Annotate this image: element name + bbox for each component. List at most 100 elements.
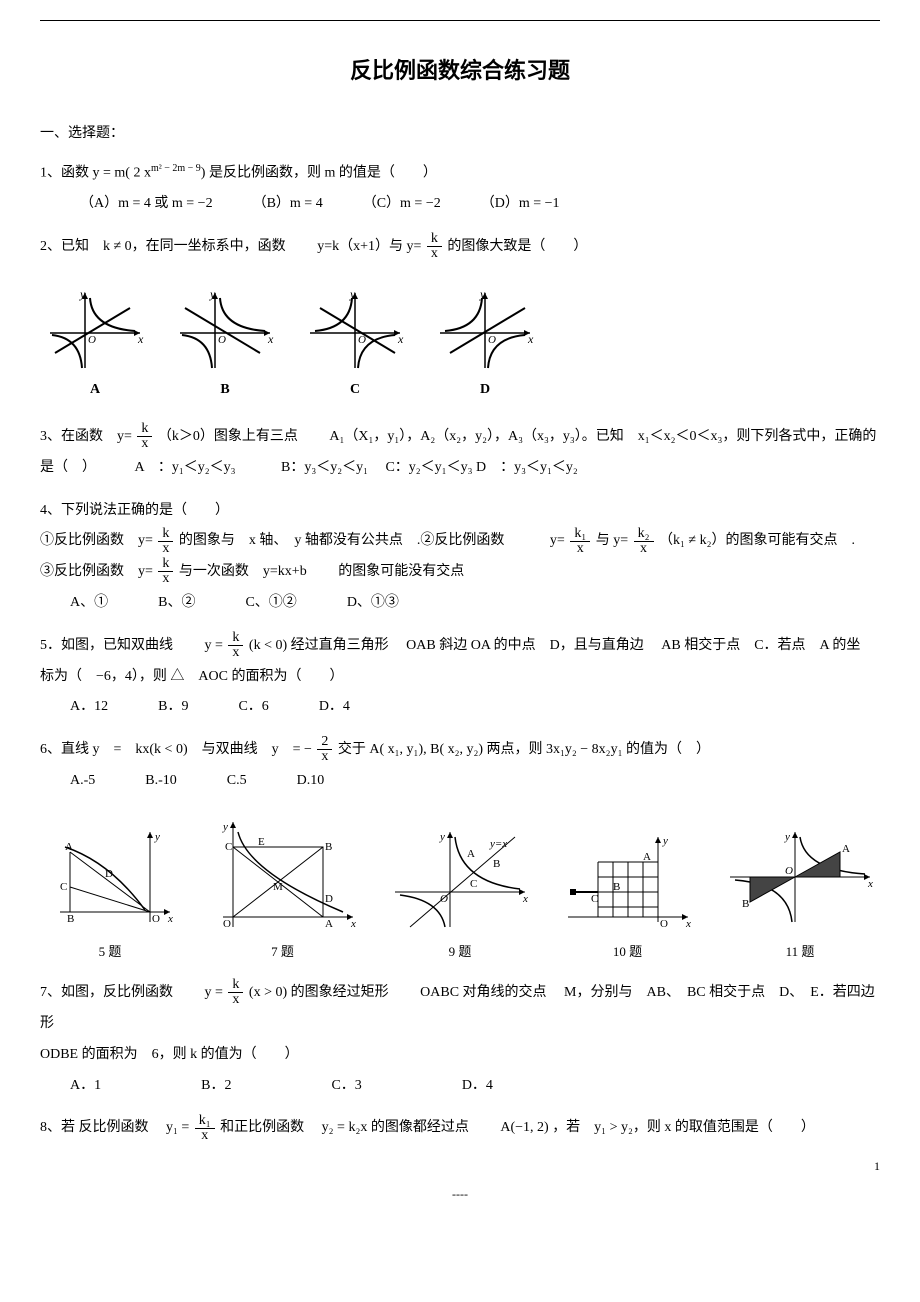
q7-a: 7、如图，反比例函数: [40, 985, 173, 1000]
footer-dash: ----: [40, 1184, 880, 1206]
header-rule: [40, 20, 880, 21]
svg-text:B: B: [493, 858, 500, 870]
q8-b: y₁ =: [166, 1120, 193, 1135]
svg-text:y: y: [222, 821, 228, 833]
graph-c-label: C: [300, 377, 410, 402]
q3-opt-b: B：y₃＜y₂＜y₁: [281, 460, 368, 475]
fig-9-caption: 9 题: [449, 940, 472, 963]
svg-text:M: M: [273, 881, 283, 893]
q8-e: A(−1, 2): [500, 1120, 548, 1135]
svg-text:O: O: [223, 918, 231, 930]
svg-text:C: C: [60, 881, 67, 893]
q3-stem-a: 3、在函数 y=: [40, 429, 132, 444]
svg-text:O: O: [488, 334, 496, 346]
svg-text:x: x: [167, 913, 173, 925]
q5-opt-c: C．6: [238, 692, 268, 723]
svg-text:A: A: [325, 918, 333, 930]
svg-text:O: O: [88, 334, 96, 346]
q4-s3b: 与一次函数 y=kx+b: [179, 564, 307, 579]
question-7: 7、如图，反比例函数 y = kx (x > 0) 的图象经过矩形 OABC 对…: [40, 978, 880, 1101]
fig-7: y x O C B A E D M: [203, 812, 363, 932]
q5-e: AB 相交于点 C．若点 A 的坐: [661, 638, 860, 653]
section-heading: 一、选择题：: [40, 121, 880, 146]
svg-text:D: D: [105, 868, 113, 880]
question-1: 1、函数 y = m( 2 xm² − 2m − 9) 是反比例函数，则 m 的…: [40, 158, 880, 220]
q6-opt-a: A.-5: [70, 766, 95, 797]
svg-text:O: O: [218, 334, 226, 346]
q8-f: ，若 y₁ > y₂，则 x 的取值范围是（ ）: [552, 1120, 815, 1135]
q1-opt-c: （C）m = −2: [363, 189, 441, 220]
svg-text:x: x: [350, 918, 356, 930]
q7-c: (x > 0) 的图象经过矩形: [249, 985, 389, 1000]
q1-opt-a: （A）m = 4 或 m = −2: [80, 189, 213, 220]
svg-text:A: A: [643, 851, 651, 863]
fig-10-caption: 10 题: [613, 940, 642, 963]
q3-opt-c: C：y₂＜y₁＜y₃: [385, 460, 472, 475]
svg-text:O: O: [660, 918, 668, 930]
q5-opt-a: A．12: [70, 692, 108, 723]
question-6: 6、直线 y = kx(k < 0) 与双曲线 y = − 2x 交于 A( x…: [40, 735, 880, 797]
svg-text:x: x: [685, 918, 691, 930]
q7-b: y =: [205, 985, 227, 1000]
fig-9: y x O y=x A B C: [385, 822, 535, 932]
svg-text:B: B: [325, 841, 332, 853]
svg-text:B: B: [613, 881, 620, 893]
q7-opt-d: D．4: [462, 1071, 493, 1102]
fig-10: y x O A B C: [558, 822, 698, 932]
q6-opt-d: D.10: [297, 766, 325, 797]
question-8: 8、若 反比例函数 y₁ = k₁x 和正比例函数 y₂ = k₂x 的图像都经…: [40, 1113, 880, 1144]
svg-text:x: x: [137, 332, 144, 346]
q3-stem-c: A₁（X₁，y₁），A₂（x₂，y₂），A₃（x₃，y₃）。已知 x₁＜x₂＜0…: [329, 429, 876, 444]
q4-opt-a: A、①: [70, 588, 108, 619]
q6-opt-b: B.-10: [145, 766, 177, 797]
fig-5: y x O A B C D: [40, 822, 180, 932]
q4-s1c: y=: [550, 533, 565, 548]
svg-text:y=x: y=x: [489, 838, 507, 850]
svg-text:y: y: [784, 831, 790, 843]
q7-opt-a: A．1: [70, 1071, 101, 1102]
q5-b: y =: [205, 638, 223, 653]
q4-opt-c: C、①②: [245, 588, 296, 619]
q2-stem-b: y=k（x+1）与 y=: [317, 239, 421, 254]
graph-b-label: B: [170, 377, 280, 402]
svg-text:C: C: [225, 841, 232, 853]
svg-text:B: B: [742, 898, 749, 910]
svg-text:x: x: [527, 332, 534, 346]
q1-stem-c: m 的值是（ ）: [324, 165, 436, 180]
svg-text:y: y: [662, 835, 668, 847]
q4-s1e: （k₁ ≠ k₂）的图象可能有交点 .: [659, 533, 855, 548]
q3-stem-b: （k＞0）图象上有三点: [158, 429, 298, 444]
graph-d-label: D: [430, 377, 540, 402]
graph-d: y x O: [430, 283, 540, 373]
q2-stem-c: 的图像大致是（ ）: [447, 239, 587, 254]
fig-11: y x O A B: [720, 822, 880, 932]
q8-d: y₂ = k₂x 的图像都经过点: [322, 1120, 469, 1135]
svg-text:O: O: [152, 913, 160, 925]
q8-c: 和正比例函数: [220, 1120, 304, 1135]
svg-text:x: x: [867, 878, 873, 890]
q5-opt-b: B．9: [158, 692, 188, 723]
q6-opt-c: C.5: [227, 766, 247, 797]
q1-opt-d: （D）m = −1: [481, 189, 560, 220]
page-title: 反比例函数综合练习题: [40, 51, 880, 91]
q8-a: 8、若 反比例函数: [40, 1120, 149, 1135]
svg-text:C: C: [470, 878, 477, 890]
svg-text:O: O: [785, 865, 793, 877]
svg-text:D: D: [325, 893, 333, 905]
fig-11-caption: 11 题: [786, 940, 815, 963]
q1-stem-b: 是反比例函数，则: [209, 165, 321, 180]
svg-text:E: E: [258, 836, 265, 848]
svg-text:y: y: [154, 831, 160, 843]
question-3: 3、在函数 y= k x （k＞0）图象上有三点 A₁（X₁，y₁），A₂（x₂…: [40, 422, 880, 484]
svg-text:y: y: [439, 831, 445, 843]
svg-text:y: y: [79, 287, 86, 301]
q5-a: 5．如图，已知双曲线: [40, 638, 173, 653]
q3-opt-d: D ：y₃＜y₁＜y₂: [476, 460, 578, 475]
svg-text:B: B: [67, 913, 74, 925]
svg-text:A: A: [65, 841, 73, 853]
svg-text:C: C: [591, 893, 598, 905]
q6-b: 交于 A( x₁, y₁), B( x₂, y₂) 两点，则 3x₁y₂ − 8…: [338, 742, 710, 757]
svg-text:A: A: [842, 843, 850, 855]
q5-c: (k < 0) 经过直角三角形: [249, 638, 389, 653]
graph-c: y x O: [300, 283, 410, 373]
